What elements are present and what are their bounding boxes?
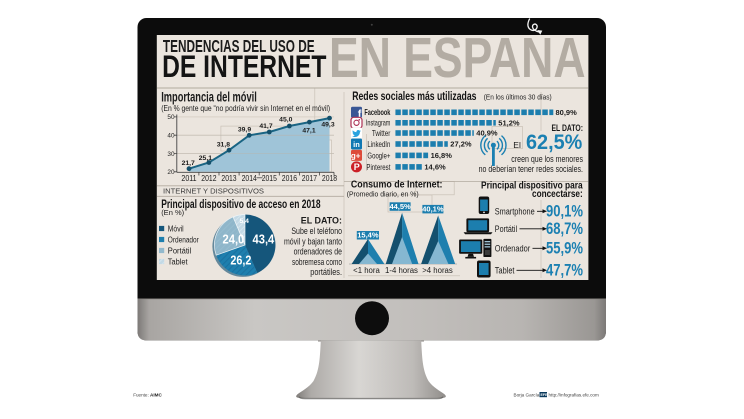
svg-text:Ordenador: Ordenador — [495, 243, 530, 253]
svg-text:55,9%: 55,9% — [546, 240, 583, 258]
svg-text:INTERNET Y DISPOSITIVOS: INTERNET Y DISPOSITIVOS — [163, 186, 264, 195]
svg-text:25,1: 25,1 — [199, 155, 212, 162]
svg-text:Fuente: AIMC: Fuente: AIMC — [133, 392, 162, 397]
svg-text:20: 20 — [167, 169, 175, 176]
svg-text:Portátil: Portátil — [168, 246, 192, 255]
svg-text:40,1%: 40,1% — [422, 205, 444, 214]
svg-text:Twitter: Twitter — [372, 129, 391, 138]
svg-text:in: in — [353, 140, 360, 149]
svg-text:5,4: 5,4 — [239, 218, 249, 225]
svg-text:Consumo de Internet:: Consumo de Internet: — [351, 179, 443, 190]
svg-text:30: 30 — [167, 151, 175, 158]
svg-text:(Promedio diario, en %): (Promedio diario, en %) — [347, 191, 419, 198]
svg-text:1-4 horas: 1-4 horas — [385, 266, 418, 275]
svg-text:51,2%: 51,2% — [498, 119, 520, 128]
svg-text:portátiles.: portátiles. — [310, 267, 342, 277]
svg-text:90,1%: 90,1% — [546, 203, 583, 221]
svg-text:EN ESPANA: EN ESPANA — [329, 27, 586, 90]
svg-text:Móvil: Móvil — [168, 224, 184, 233]
svg-text:2011: 2011 — [181, 174, 196, 183]
svg-text:Importancia del móvil: Importancia del móvil — [161, 89, 257, 104]
svg-text:41,7: 41,7 — [259, 123, 272, 130]
svg-text:2018: 2018 — [322, 174, 337, 183]
svg-text:31,8: 31,8 — [217, 142, 230, 149]
svg-text:<1 hora: <1 hora — [353, 266, 380, 275]
svg-text:EL DATO:: EL DATO: — [301, 216, 342, 226]
svg-text:LinkedIn: LinkedIn — [367, 140, 390, 149]
svg-text:Smartphone: Smartphone — [495, 206, 535, 216]
svg-text:El: El — [513, 140, 521, 150]
svg-text:P: P — [354, 162, 360, 172]
svg-text:Portátil: Portátil — [495, 224, 517, 234]
svg-text:Borja García: Borja García — [514, 393, 540, 398]
svg-text:concectarse:: concectarse: — [532, 188, 583, 200]
svg-text:49,3: 49,3 — [321, 122, 334, 129]
svg-text:http://infografias.efe.com: http://infografias.efe.com — [549, 393, 599, 398]
svg-text:80,9%: 80,9% — [556, 108, 578, 117]
svg-text:47,7%: 47,7% — [546, 262, 583, 280]
svg-text:Principal dispositivo para: Principal dispositivo para — [481, 179, 583, 191]
svg-text:27,2%: 27,2% — [450, 140, 472, 149]
svg-text:14,6%: 14,6% — [424, 163, 446, 172]
svg-text:(En % gente que “no podría viv: (En % gente que “no podría vivir sin Int… — [161, 104, 330, 113]
svg-text:creen que los menores: creen que los menores — [511, 154, 583, 164]
svg-text:(En %): (En %) — [161, 208, 184, 217]
svg-text:Google+: Google+ — [367, 151, 390, 160]
svg-text:26,2: 26,2 — [230, 253, 251, 268]
svg-text:40,9%: 40,9% — [476, 129, 498, 138]
svg-text:Redes sociales más utilizadas: Redes sociales más utilizadas — [352, 89, 476, 103]
svg-text:Tablet: Tablet — [168, 257, 189, 266]
svg-text:2014: 2014 — [242, 174, 258, 183]
svg-text:ordenadores de: ordenadores de — [294, 247, 342, 257]
svg-text:40: 40 — [167, 133, 175, 140]
svg-text:45,0: 45,0 — [279, 117, 292, 124]
svg-text:44,5%: 44,5% — [389, 202, 411, 211]
svg-text:21,7: 21,7 — [182, 160, 195, 167]
svg-text:Tablet: Tablet — [495, 265, 515, 275]
svg-text:Facebook: Facebook — [364, 108, 390, 117]
svg-text:16,8%: 16,8% — [431, 151, 453, 160]
svg-text:2012: 2012 — [201, 174, 216, 183]
svg-text:39,9: 39,9 — [238, 126, 251, 133]
svg-text:2017: 2017 — [302, 174, 317, 183]
svg-text:24,0: 24,0 — [223, 232, 245, 247]
svg-text:15,4%: 15,4% — [357, 231, 379, 240]
svg-text:sobremesa como: sobremesa como — [292, 257, 342, 267]
svg-text:>4 horas: >4 horas — [422, 266, 453, 275]
svg-text:Sube el teléfono: Sube el teléfono — [291, 226, 342, 236]
svg-text:2015: 2015 — [262, 174, 278, 183]
svg-text:(En los últimos 30 días): (En los últimos 30 días) — [484, 93, 552, 102]
svg-text:TENDENCIAS DEL USO DE: TENDENCIAS DEL USO DE — [163, 36, 315, 56]
svg-text:g+: g+ — [351, 151, 361, 160]
svg-text:Principal dispositivo de acces: Principal dispositivo de acceso en 2018 — [161, 197, 320, 211]
svg-text:Instagram: Instagram — [366, 119, 391, 128]
svg-text:f: f — [358, 109, 362, 121]
svg-text:no deberían tener redes social: no deberían tener redes sociales. — [479, 164, 583, 174]
svg-text:Pinterest: Pinterest — [366, 163, 391, 172]
svg-text:62,5%: 62,5% — [526, 131, 583, 154]
svg-text:2013: 2013 — [221, 174, 236, 183]
svg-text:EFE: EFE — [541, 393, 549, 397]
svg-text:DE INTERNET: DE INTERNET — [162, 48, 327, 84]
svg-text:móvil y bajan tanto: móvil y bajan tanto — [284, 236, 342, 246]
svg-text:47,1: 47,1 — [302, 127, 315, 134]
svg-text:43,4: 43,4 — [253, 232, 275, 247]
svg-text:Ordenador: Ordenador — [168, 235, 199, 244]
svg-text:EL DATO:: EL DATO: — [552, 123, 584, 134]
svg-text:68,7%: 68,7% — [546, 220, 583, 238]
svg-text:50: 50 — [167, 114, 175, 121]
svg-text:2016: 2016 — [282, 174, 297, 183]
